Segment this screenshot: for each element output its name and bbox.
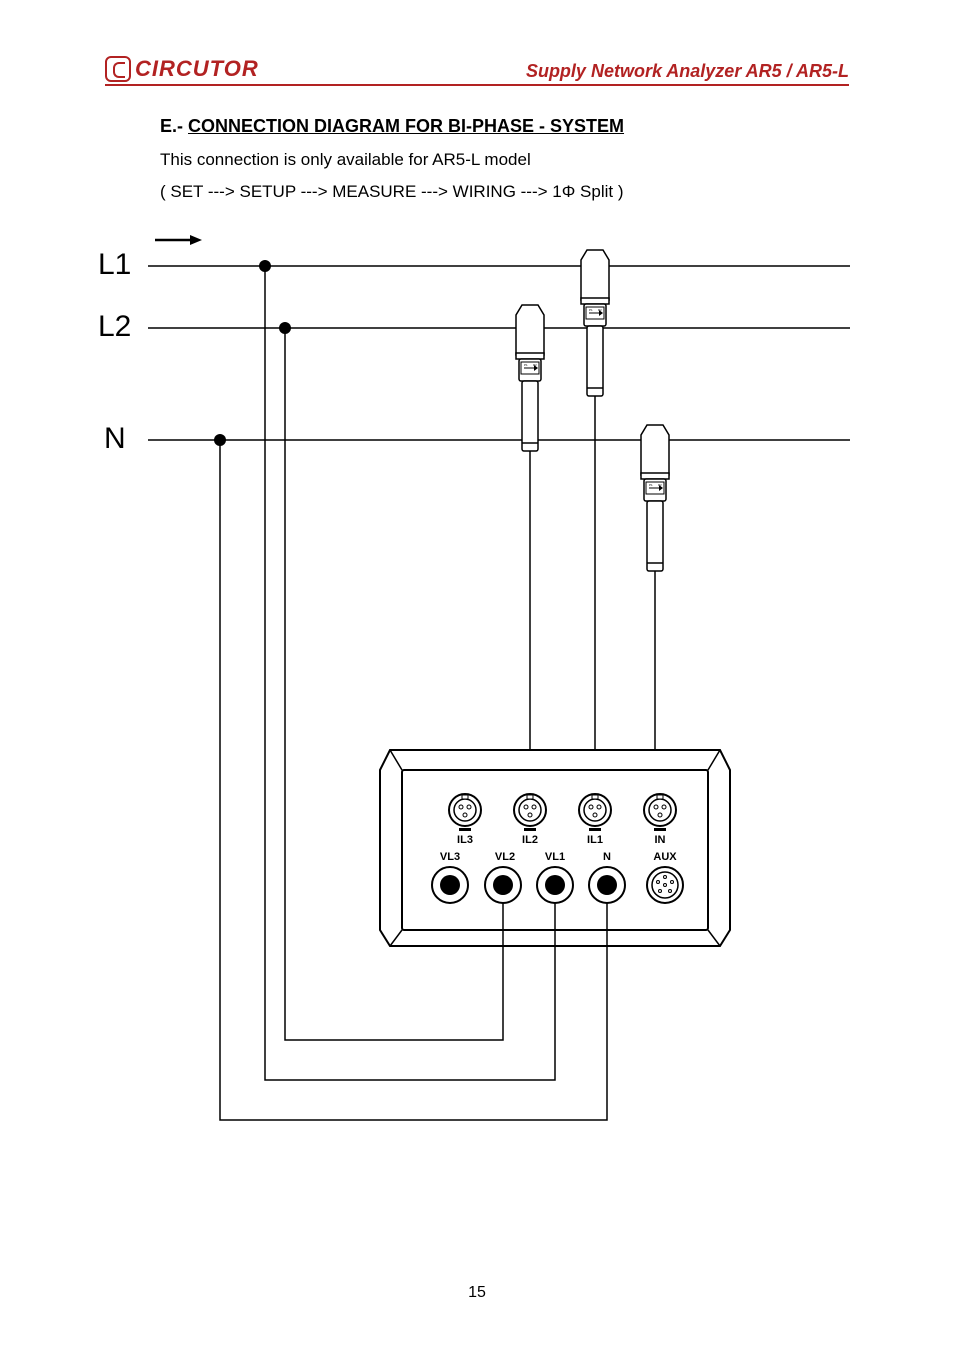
diagram-svg: P1 P2 <box>90 230 850 1210</box>
port-label-VL3: VL3 <box>440 851 460 863</box>
connection-diagram: L1 L2 N P1 P2 <box>90 230 850 1210</box>
label-L2: L2 <box>98 310 131 344</box>
page-header: CIRCUTOR Supply Network Analyzer AR5 / A… <box>105 56 849 86</box>
port-label-AUX: AUX <box>653 851 677 863</box>
section-prefix: E.- <box>160 116 188 136</box>
port-label-N: N <box>603 851 611 863</box>
menu-path: ( SET ---> SETUP ---> MEASURE ---> WIRIN… <box>160 182 623 202</box>
section-subtitle: This connection is only available for AR… <box>160 150 531 170</box>
brand-logo: CIRCUTOR <box>105 56 259 82</box>
section-heading: E.- CONNECTION DIAGRAM FOR BI-PHASE - SY… <box>160 116 624 137</box>
label-L1: L1 <box>98 248 131 282</box>
port-label-IN: IN <box>655 834 666 846</box>
port-label-VL1: VL1 <box>545 851 565 863</box>
label-N: N <box>104 422 126 456</box>
brand-name: CIRCUTOR <box>135 56 259 82</box>
document-title: Supply Network Analyzer AR5 / AR5-L <box>526 61 849 82</box>
page-number: 15 <box>0 1284 954 1302</box>
brand-logo-icon <box>105 56 131 82</box>
port-label-IL3: IL3 <box>457 834 473 846</box>
port-label-IL2: IL2 <box>522 834 538 846</box>
port-label-IL1: IL1 <box>587 834 603 846</box>
port-label-VL2: VL2 <box>495 851 515 863</box>
section-title-text: CONNECTION DIAGRAM FOR BI-PHASE - SYSTEM <box>188 116 624 136</box>
